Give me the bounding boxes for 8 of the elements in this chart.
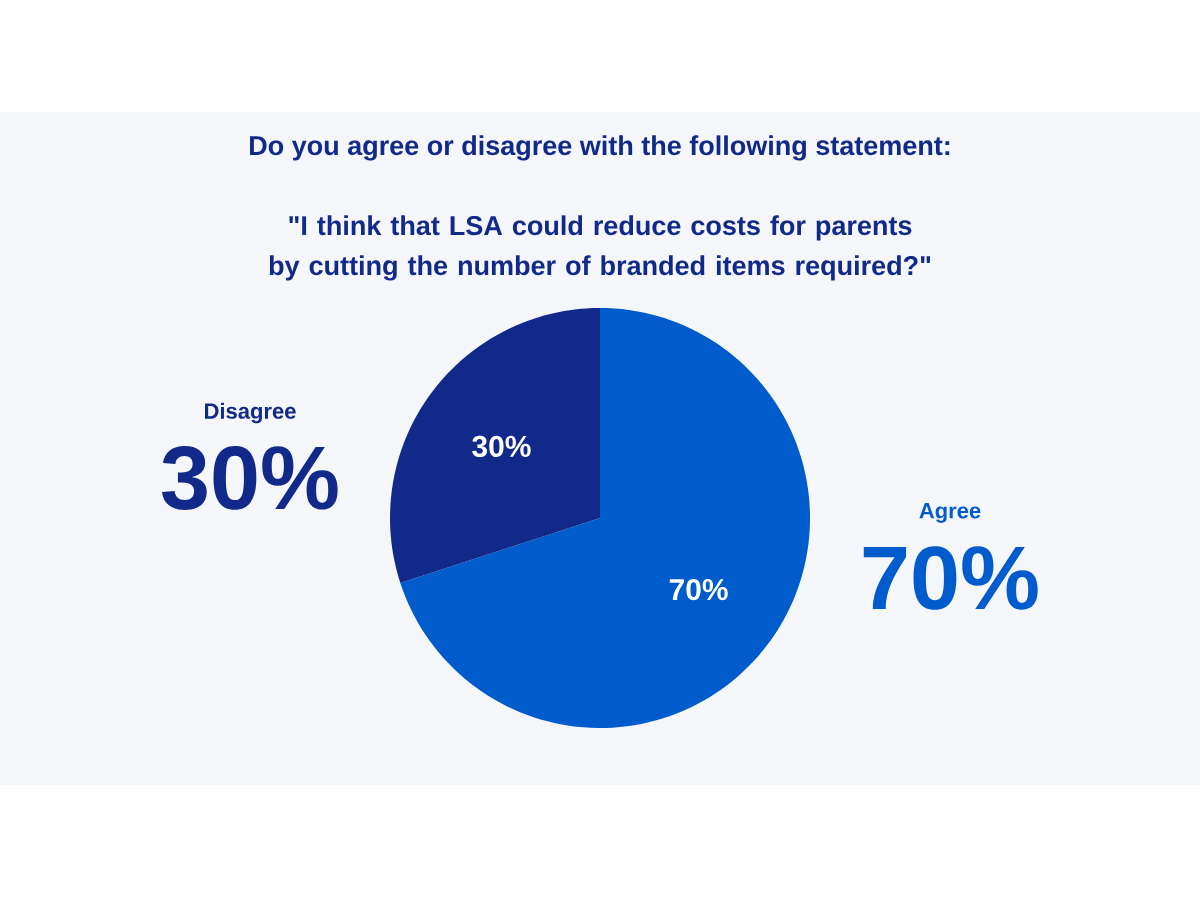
text: 70%	[863, 546, 1038, 610]
data-label: 70%	[669, 578, 728, 601]
chart-subtitle: "I think that LSA could reduce costs for parents by cutting the number of branded items required?"	[269, 215, 931, 281]
chart-title: Do you agree or disagree with the following statement:	[250, 135, 950, 161]
slice-label: Agree	[919, 503, 981, 523]
text: 30%	[162, 446, 338, 510]
slice-label: Disagree	[205, 402, 296, 424]
data-label: 30%	[472, 435, 531, 458]
